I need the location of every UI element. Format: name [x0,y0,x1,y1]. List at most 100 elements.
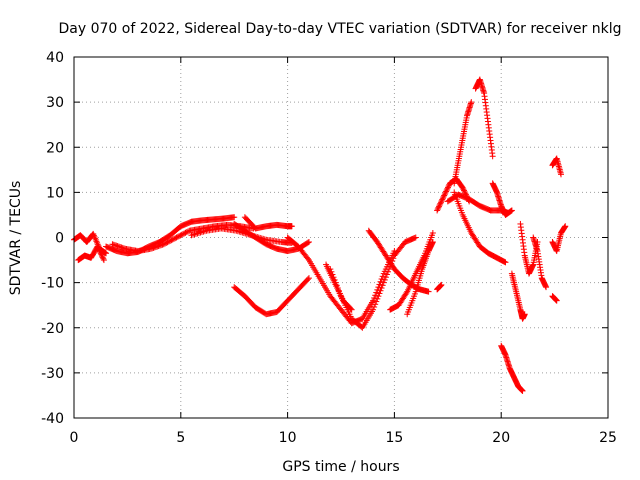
data-point [543,284,550,291]
data-point [383,271,390,278]
data-point [167,237,174,244]
y-tick-label: -20 [41,321,64,337]
data-point [93,238,100,245]
data-point [372,292,379,299]
data-point [90,232,97,239]
data-point [90,230,97,237]
x-tick-label: 15 [385,430,403,446]
y-tick-label: 40 [46,50,64,66]
data-point [165,238,172,245]
data-point [502,259,509,266]
data-point [304,276,311,283]
data-point [176,233,183,240]
x-tick-label: 10 [279,430,297,446]
data-point [370,306,377,313]
data-point [178,231,185,238]
data-point [443,188,450,195]
data-point [99,254,106,261]
x-axis-label: GPS time / hours [282,459,399,475]
data-point [461,187,468,194]
data-point [169,236,176,243]
data-point [305,239,312,246]
data-point [390,255,397,262]
data-point [379,282,386,289]
data-point [445,183,452,190]
data-point [562,223,569,230]
y-tick-label: 0 [55,231,64,247]
grid [74,57,608,418]
data-point [441,192,448,199]
data-point [370,297,377,304]
data-point [440,193,447,200]
data-point [92,235,99,242]
x-tick-label: 5 [176,430,185,446]
data-point [288,223,295,230]
data-point [97,248,104,255]
data-point [91,233,98,240]
data-point [439,195,446,202]
data-point [185,228,192,235]
data-point [304,239,311,246]
data-point [304,255,311,262]
data-point [553,297,560,304]
data-point [100,257,107,264]
data-point [508,207,515,214]
y-tick-label: -10 [41,276,64,292]
plot-frame [73,56,609,419]
data-point [373,298,380,305]
data-point [425,288,432,295]
data-point [92,236,99,243]
y-tick-label: 30 [46,95,64,111]
data-point [434,206,441,213]
x-tick-label: 25 [599,430,617,446]
data-point [412,234,419,241]
data-point [371,294,378,301]
x-tick-labels: 0 5 10 15 20 25 [70,430,617,446]
data-point [382,274,389,281]
data-point [182,229,189,236]
data-point [179,231,186,238]
data-point [347,305,354,312]
data-point [100,255,107,262]
data-point [373,289,380,296]
data-point [459,184,466,191]
data-point [160,241,167,248]
data-point [437,199,444,206]
data-point [403,290,410,297]
data-point [380,279,387,286]
y-axis-label: SDTVAR / TECUs [8,181,24,296]
data-point [379,273,386,280]
data-point [378,276,385,283]
data-points [71,76,569,394]
data-point [103,250,110,257]
data-point [436,202,443,209]
data-point [438,281,445,288]
chart-title: Day 070 of 2022, Sidereal Day-to-day VTE… [59,21,622,37]
y-tick-label: -30 [41,366,64,382]
data-point [183,229,190,236]
data-point [377,287,384,294]
data-point [378,285,385,292]
data-point [168,237,175,244]
data-point [460,186,467,193]
data-point [434,207,441,214]
data-point [164,239,171,246]
data-point [173,234,180,241]
data-point [371,303,378,310]
data-point [98,251,105,258]
data-point [439,196,446,203]
x-tick-label: 0 [70,430,79,446]
data-point [386,266,393,273]
data-point [375,293,382,300]
data-point [461,188,468,195]
data-point [161,240,168,247]
data-point [468,99,475,106]
data-point [442,189,449,196]
data-point [95,246,102,253]
y-tick-label: 10 [46,185,64,201]
data-point [376,290,383,297]
data-point [375,284,382,291]
data-point [181,230,188,237]
y-tick-label: -40 [41,411,64,427]
